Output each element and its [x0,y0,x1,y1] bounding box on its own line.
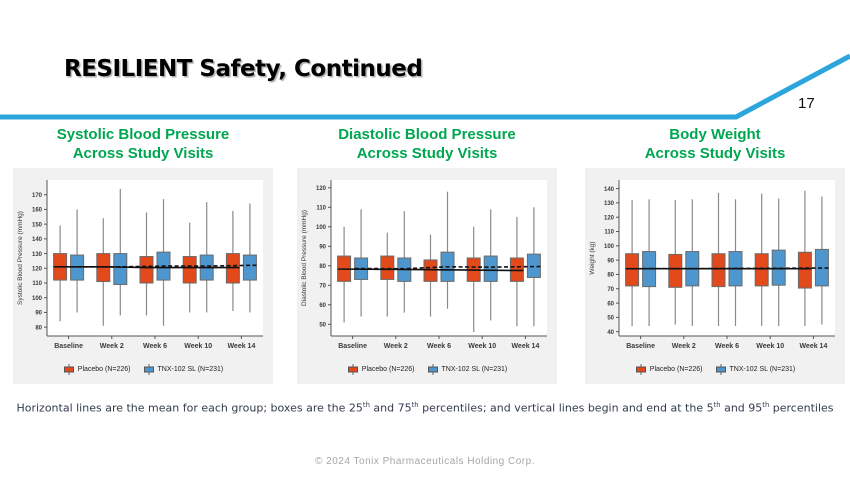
svg-text:Week 14: Week 14 [511,343,539,350]
svg-text:80: 80 [35,325,42,331]
svg-text:50: 50 [607,316,614,322]
svg-text:130: 130 [604,201,615,207]
chart-title-systolic: Systolic Blood Pressure Across Study Vis… [13,126,273,166]
slide-title: RESILIENT Safety, Continued [64,56,423,82]
svg-text:Week 6: Week 6 [143,343,167,350]
chart-panel-weight: 40 50 60 70 80 90 100 110 120 130 140 Weight (kg) Ba… [585,168,845,384]
svg-text:110: 110 [32,281,42,287]
svg-text:Baseline: Baseline [54,343,83,350]
legend-label-placebo: Placebo (N=226) [361,366,415,373]
svg-text:90: 90 [319,245,326,251]
svg-text:150: 150 [32,222,43,228]
chart-column-weight: Body Weight Across Study Visits 40 50 60 70… [585,126,845,384]
chart-title-line1: Diastolic Blood Pressure [338,126,516,143]
legend-item-tnx: TNX-102 SL (N=231) [427,364,508,375]
svg-text:50: 50 [319,323,326,329]
legend-item-placebo: Placebo (N=226) [635,364,703,375]
chart-title-line1: Systolic Blood Pressure [56,126,230,143]
boxplot-chart-systolic: 80 90 100 110 120 130 140 150 160 170 Systolic Blo… [17,180,263,350]
svg-text:120: 120 [604,215,615,221]
svg-text:120: 120 [316,186,327,192]
svg-text:90: 90 [607,258,614,264]
chart-title-line2: Across Study Visits [72,144,214,162]
svg-text:Weight (kg): Weight (kg) [589,241,596,274]
svg-text:Week 10: Week 10 [756,343,784,350]
svg-text:Week 6: Week 6 [427,343,451,350]
chart-title-line2: Across Study Visits [356,144,498,162]
svg-text:170: 170 [32,193,43,199]
svg-text:Week 14: Week 14 [227,343,255,350]
legend-row: Placebo (N=226) TNX-102 SL (N=231) [13,364,273,375]
chart-title-diastolic: Diastolic Blood Pressure Across Study Vi… [297,126,557,166]
svg-text:60: 60 [319,303,326,309]
chart-panel-systolic: 80 90 100 110 120 130 140 150 160 170 Systolic Blo… [13,168,273,384]
boxplot-swatch-placebo-icon [63,364,74,375]
svg-text:Week 14: Week 14 [799,343,827,350]
boxplot-swatch-placebo-icon [635,364,646,375]
svg-text:90: 90 [35,311,42,317]
boxplot-chart-diastolic: 50 60 70 80 90 100 110 120 Diastolic Blood Press… [301,180,547,350]
chart-title-line2: Across Study Visits [644,144,786,162]
page-number: 17 [798,95,815,112]
svg-text:Systolic Blood Pressure (mmHg): Systolic Blood Pressure (mmHg) [17,211,24,305]
legend-item-tnx: TNX-102 SL (N=231) [715,364,796,375]
svg-text:Week 6: Week 6 [715,343,739,350]
legend-row: Placebo (N=226) TNX-102 SL (N=231) [585,364,845,375]
boxplot-swatch-placebo-icon [347,364,358,375]
chart-column-diastolic: Diastolic Blood Pressure Across Study Vi… [297,126,557,384]
chart-column-systolic: Systolic Blood Pressure Across Study Vis… [13,126,273,384]
svg-text:Week 2: Week 2 [672,343,696,350]
boxplot-swatch-tnx-icon [715,364,726,375]
svg-text:Week 10: Week 10 [184,343,212,350]
svg-text:120: 120 [32,267,43,273]
legend-label-tnx: TNX-102 SL (N=231) [729,366,796,373]
svg-text:140: 140 [604,187,615,193]
legend-label-placebo: Placebo (N=226) [649,366,703,373]
svg-text:80: 80 [607,273,614,279]
svg-text:140: 140 [32,237,43,243]
svg-text:40: 40 [607,330,614,336]
chart-title-line1: Body Weight [669,126,761,143]
svg-text:70: 70 [607,287,614,293]
legend-row: Placebo (N=226) TNX-102 SL (N=231) [297,364,557,375]
chart-panel-diastolic: 50 60 70 80 90 100 110 120 Diastolic Blood Press… [297,168,557,384]
svg-text:100: 100 [604,244,615,250]
legend-label-tnx: TNX-102 SL (N=231) [157,366,224,373]
svg-text:Week 10: Week 10 [468,343,496,350]
chart-title-weight: Body Weight Across Study Visits [585,126,845,166]
svg-text:60: 60 [607,301,614,307]
svg-text:Baseline: Baseline [626,343,655,350]
svg-text:110: 110 [316,206,326,212]
legend-item-tnx: TNX-102 SL (N=231) [143,364,224,375]
svg-text:100: 100 [316,225,327,231]
copyright-footer: © 2024 Tonix Pharmaceuticals Holding Cor… [315,456,535,467]
legend-item-placebo: Placebo (N=226) [63,364,131,375]
svg-text:Week 2: Week 2 [100,343,124,350]
legend-label-tnx: TNX-102 SL (N=231) [441,366,508,373]
svg-text:110: 110 [604,230,614,236]
svg-text:100: 100 [32,296,43,302]
footnote: Horizontal lines are the mean for each g… [16,401,834,415]
svg-text:Week 2: Week 2 [384,343,408,350]
boxplot-swatch-tnx-icon [143,364,154,375]
boxplot-swatch-tnx-icon [427,364,438,375]
boxplot-chart-weight: 40 50 60 70 80 90 100 110 120 130 140 Weight (kg) Ba… [589,180,835,350]
svg-text:70: 70 [319,284,326,290]
svg-text:130: 130 [32,252,43,258]
legend-item-placebo: Placebo (N=226) [347,364,415,375]
svg-text:80: 80 [319,264,326,270]
svg-text:Diastolic Blood Pressure (mmHg: Diastolic Blood Pressure (mmHg) [301,210,308,306]
accent-line [0,53,850,120]
svg-text:Baseline: Baseline [338,343,367,350]
legend-label-placebo: Placebo (N=226) [77,366,131,373]
svg-text:160: 160 [32,208,43,214]
